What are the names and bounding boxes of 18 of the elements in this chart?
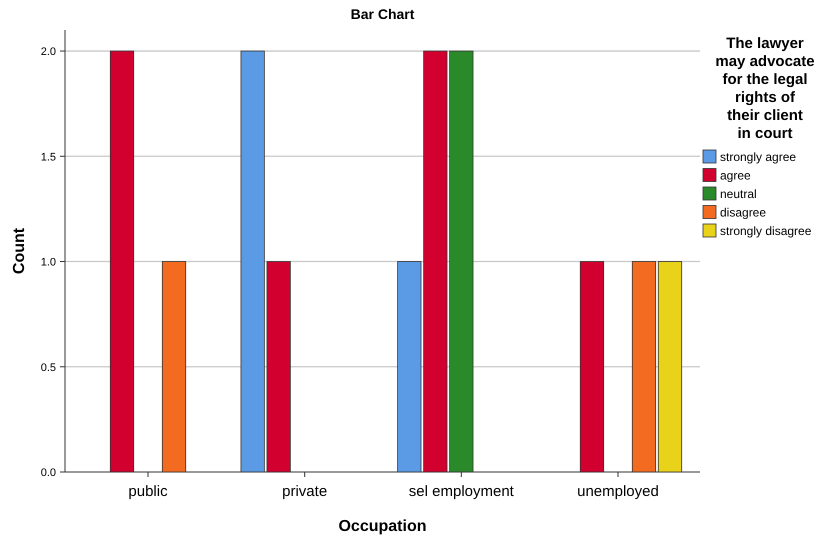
legend-label: strongly agree [720, 150, 796, 164]
y-tick-label: 0.0 [40, 467, 56, 479]
legend-title: The lawyer may advocate for the legal rights of their client in court [715, 35, 815, 142]
x-tick-label: unemployed [577, 483, 659, 500]
y-tick-label: 1.5 [40, 151, 56, 164]
x-tick-label: public [128, 483, 168, 500]
legend-label: agree [720, 168, 752, 182]
legend-label: neutral [720, 187, 757, 201]
legend-label: strongly disagree [720, 224, 812, 238]
y-tick-label: 2.0 [40, 46, 56, 58]
x-tick-label: sel employment [408, 483, 515, 500]
y-axis-title: Count [11, 227, 28, 274]
legend-label: disagree [720, 206, 766, 220]
y-tick-label: 1.0 [40, 256, 56, 269]
x-tick-label: private [282, 483, 328, 500]
chart-title: Bar Chart [350, 6, 415, 22]
x-axis-title: Occupation [338, 518, 427, 535]
y-tick-label: 0.5 [40, 362, 56, 374]
